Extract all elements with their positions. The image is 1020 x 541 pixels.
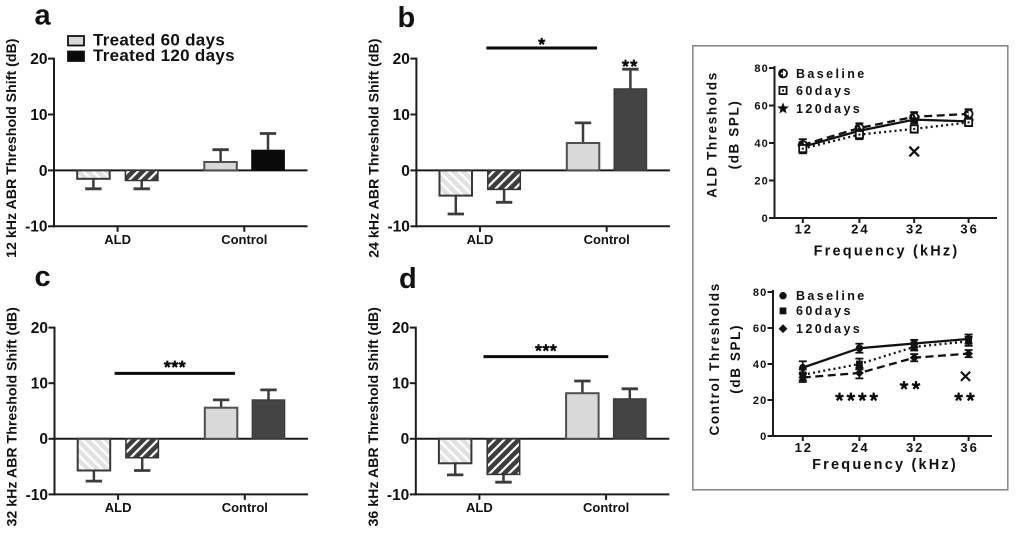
svg-text:0: 0 (39, 163, 48, 180)
svg-text:Frequency (kHz): Frequency (kHz) (814, 244, 960, 260)
svg-text:(dB SPL): (dB SPL) (728, 324, 743, 394)
svg-text:10: 10 (31, 376, 48, 393)
svg-text:32 kHz ABR Threshold Shift (d: 32 kHz ABR Threshold Shift (dB) (5, 307, 21, 527)
svg-text:0: 0 (762, 213, 769, 225)
svg-text:80: 80 (754, 63, 769, 75)
svg-text:10: 10 (393, 107, 410, 124)
svg-text:24: 24 (851, 222, 869, 237)
svg-text:Baseline: Baseline (796, 289, 867, 303)
svg-text:20: 20 (753, 395, 768, 407)
svg-text:(dB SPL): (dB SPL) (727, 100, 742, 170)
svg-text:ALD: ALD (467, 232, 494, 247)
svg-text:32: 32 (906, 222, 924, 237)
svg-text:Control Thresholds: Control Thresholds (707, 282, 722, 435)
svg-text:d: d (399, 263, 417, 295)
svg-text:b: b (398, 2, 416, 34)
svg-text:60: 60 (754, 101, 769, 113)
svg-text:20: 20 (392, 320, 409, 337)
svg-text:60days: 60days (796, 304, 853, 318)
svg-text:Control: Control (583, 500, 629, 515)
svg-text:0: 0 (39, 431, 48, 448)
svg-text:24 kHz ABR Threshold Shift (d: 24 kHz ABR Threshold Shift (dB) (366, 38, 382, 258)
svg-text:ALD Thresholds: ALD Thresholds (705, 71, 720, 198)
svg-text:20: 20 (754, 176, 769, 188)
svg-text:20: 20 (31, 320, 48, 337)
svg-text:Control: Control (222, 500, 268, 515)
svg-text:Baseline: Baseline (796, 67, 867, 81)
svg-text:20: 20 (393, 51, 410, 68)
svg-text:12: 12 (795, 222, 813, 237)
svg-text:120days: 120days (796, 322, 862, 336)
svg-text:120days: 120days (796, 102, 862, 116)
svg-text:36 kHz ABR Threshold Shift (d: 36 kHz ABR Threshold Shift (dB) (366, 307, 382, 527)
svg-text:60: 60 (753, 323, 768, 335)
svg-text:Treated 60 days: Treated 60 days (93, 31, 225, 50)
svg-text:ALD: ALD (104, 232, 131, 247)
svg-text:32: 32 (906, 440, 924, 455)
svg-text:a: a (35, 0, 52, 32)
svg-text:ALD: ALD (466, 500, 493, 515)
svg-text:Control: Control (584, 232, 630, 247)
svg-text:60days: 60days (796, 84, 853, 98)
svg-text:-10: -10 (387, 487, 409, 504)
svg-text:36: 36 (960, 440, 978, 455)
svg-text:-10: -10 (25, 219, 47, 236)
svg-text:-10: -10 (387, 219, 409, 236)
svg-text:40: 40 (754, 138, 769, 150)
svg-text:36: 36 (960, 222, 978, 237)
svg-text:c: c (35, 261, 51, 293)
svg-text:40: 40 (753, 359, 768, 371)
svg-text:12 kHz ABR Threshold Shift (d: 12 kHz ABR Threshold Shift (dB) (4, 38, 20, 258)
svg-text:10: 10 (392, 376, 409, 393)
svg-text:20: 20 (30, 51, 47, 68)
svg-text:Treated 120 days: Treated 120 days (93, 46, 235, 65)
svg-text:0: 0 (401, 163, 410, 180)
svg-text:ALD: ALD (105, 500, 132, 515)
svg-text:10: 10 (30, 107, 47, 124)
svg-text:0: 0 (401, 431, 410, 448)
svg-text:Frequency (kHz): Frequency (kHz) (812, 457, 958, 473)
svg-text:Control: Control (221, 232, 267, 247)
svg-text:24: 24 (851, 440, 869, 455)
svg-text:80: 80 (753, 287, 768, 299)
svg-text:12: 12 (795, 440, 813, 455)
svg-text:0: 0 (760, 431, 767, 443)
svg-text:-10: -10 (26, 487, 48, 504)
